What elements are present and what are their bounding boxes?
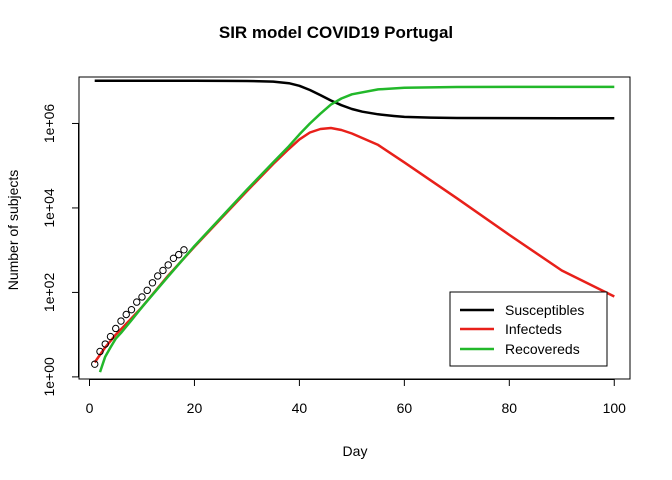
legend-label-susceptibles: Susceptibles [505, 302, 584, 318]
observed-point [180, 246, 188, 254]
observed-point [133, 298, 141, 306]
y-tick-label: 1e+02 [41, 273, 57, 313]
y-tick-label: 1e+00 [41, 357, 57, 397]
y-tick-label: 1e+04 [41, 188, 57, 228]
series-line-recovereds [98, 85, 615, 373]
x-axis-label: Day [343, 443, 368, 459]
observed-point [117, 317, 125, 325]
observed-point [159, 266, 167, 275]
legend-label-recovereds: Recovereds [505, 341, 580, 357]
observed-points [91, 246, 188, 368]
observed-point [122, 310, 130, 319]
observed-point [154, 272, 162, 280]
observed-point [175, 250, 183, 259]
observed-point [91, 360, 99, 368]
observed-point [148, 279, 157, 287]
x-tick-label: 80 [502, 400, 518, 416]
legend: Susceptibles Infecteds Recovereds [449, 291, 608, 367]
x-tick-label: 60 [397, 400, 413, 416]
y-axis: 1e+00 1e+02 1e+04 1e+06 [41, 104, 79, 397]
y-axis-label: Number of subjects [5, 170, 21, 291]
x-tick-label: 100 [603, 400, 627, 416]
observed-point [164, 261, 172, 269]
observed-point [101, 340, 109, 348]
y-tick-label: 1e+06 [41, 104, 57, 144]
chart-title: SIR model COVID19 Portugal [219, 23, 453, 42]
series-lines [93, 79, 615, 373]
legend-label-infecteds: Infecteds [505, 321, 562, 337]
x-tick-label: 0 [86, 400, 94, 416]
observed-point [138, 293, 146, 301]
observed-point [169, 254, 178, 263]
observed-point [106, 332, 115, 341]
x-axis: 0 20 40 60 80 100 [86, 379, 627, 416]
observed-point [143, 286, 151, 295]
x-tick-label: 20 [187, 400, 203, 416]
observed-point [96, 347, 104, 356]
x-tick-label: 40 [292, 400, 308, 416]
observed-point [112, 324, 120, 333]
observed-point [127, 305, 136, 314]
